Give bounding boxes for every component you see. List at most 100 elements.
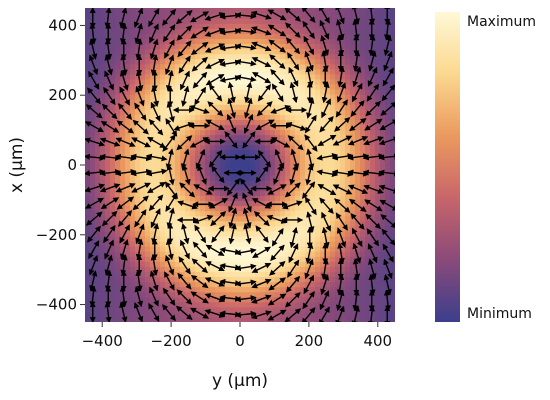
heatmap-cell bbox=[215, 129, 221, 136]
heatmap-cell bbox=[145, 23, 151, 29]
heatmap-cell bbox=[135, 175, 141, 181]
heatmap-cell bbox=[90, 144, 96, 151]
heatmap-cell bbox=[100, 311, 106, 318]
heatmap-cell bbox=[110, 68, 116, 75]
heatmap-cell bbox=[220, 316, 226, 322]
heatmap-cell bbox=[265, 144, 271, 151]
heatmap-cell bbox=[215, 38, 221, 45]
heatmap-cell bbox=[155, 144, 161, 151]
heatmap-cell bbox=[115, 296, 121, 303]
heatmap-cell bbox=[220, 53, 226, 60]
heatmap-cell bbox=[175, 291, 181, 298]
heatmap-cell bbox=[380, 53, 386, 60]
heatmap-cell bbox=[145, 165, 151, 171]
heatmap-cell bbox=[235, 210, 241, 217]
heatmap-cell bbox=[330, 251, 336, 257]
heatmap-cell bbox=[165, 8, 171, 14]
heatmap-cell bbox=[380, 306, 386, 313]
heatmap-cell bbox=[360, 124, 366, 131]
heatmap-cell bbox=[185, 180, 191, 186]
heatmap-cell bbox=[100, 281, 106, 288]
heatmap-cell bbox=[295, 316, 301, 322]
heatmap-cell bbox=[375, 8, 381, 14]
heatmap-cell bbox=[350, 195, 356, 202]
heatmap-cell bbox=[325, 149, 331, 156]
heatmap-cell bbox=[300, 185, 306, 191]
heatmap-cell bbox=[95, 23, 101, 29]
heatmap-cell bbox=[215, 134, 221, 141]
heatmap-cell bbox=[345, 316, 351, 322]
heatmap-cell bbox=[135, 190, 141, 196]
heatmap-cell bbox=[315, 240, 321, 247]
heatmap-cell bbox=[85, 58, 91, 65]
heatmap-cell bbox=[365, 306, 371, 313]
heatmap-cell bbox=[160, 8, 166, 14]
polarization-arrow bbox=[195, 148, 206, 170]
heatmap-cell bbox=[315, 78, 321, 85]
heatmap-cell bbox=[235, 306, 241, 313]
heatmap-cell bbox=[240, 205, 246, 212]
colorbar-max-label: Maximum bbox=[467, 14, 536, 30]
heatmap-cell bbox=[235, 124, 241, 131]
heatmap-cell bbox=[315, 109, 321, 115]
intensity-heatmap bbox=[85, 8, 395, 322]
heatmap-cell bbox=[185, 291, 191, 298]
heatmap-cell bbox=[270, 261, 276, 267]
heatmap-cell bbox=[165, 38, 171, 45]
polarization-arrow bbox=[148, 194, 164, 212]
heatmap-cell bbox=[160, 73, 166, 80]
heatmap-cell bbox=[190, 8, 196, 14]
heatmap-cell bbox=[225, 210, 231, 217]
heatmap-cell bbox=[340, 149, 346, 156]
heatmap-cell bbox=[375, 23, 381, 29]
heatmap-cell bbox=[310, 8, 316, 14]
heatmap-cell bbox=[345, 18, 351, 24]
heatmap-cell bbox=[100, 225, 106, 232]
heatmap-cell bbox=[285, 154, 291, 161]
heatmap-cell bbox=[295, 73, 301, 80]
heatmap-cell bbox=[225, 18, 231, 24]
heatmap-cell bbox=[285, 220, 291, 227]
heatmap-cell bbox=[235, 63, 241, 70]
polarization-arrow bbox=[270, 137, 291, 148]
heatmap-cell bbox=[175, 8, 181, 14]
heatmap-cell bbox=[145, 210, 151, 217]
heatmap-cell bbox=[95, 205, 101, 212]
heatmap-cell bbox=[280, 316, 286, 322]
heatmap-cell bbox=[285, 149, 291, 156]
heatmap-cell bbox=[125, 28, 131, 34]
heatmap-cell bbox=[390, 159, 395, 166]
polarization-arrow bbox=[194, 224, 207, 244]
heatmap-cell bbox=[85, 190, 91, 196]
heatmap-cell bbox=[330, 68, 336, 75]
heatmap-cell bbox=[285, 210, 291, 217]
heatmap-cell bbox=[160, 78, 166, 85]
heatmap-cell bbox=[110, 276, 116, 283]
heatmap-cell bbox=[85, 225, 91, 232]
heatmap-cell bbox=[390, 78, 395, 85]
heatmap-cell bbox=[255, 48, 261, 55]
heatmap-cell bbox=[255, 316, 261, 322]
heatmap-cell bbox=[185, 225, 191, 232]
heatmap-cell bbox=[265, 190, 271, 196]
heatmap-cell bbox=[115, 114, 121, 121]
heatmap-cell bbox=[130, 190, 136, 196]
heatmap-cell bbox=[265, 94, 271, 100]
heatmap-cell bbox=[310, 281, 316, 288]
heatmap-cell bbox=[110, 190, 116, 196]
heatmap-cell bbox=[370, 129, 376, 136]
heatmap-cell bbox=[180, 266, 186, 272]
heatmap-cell bbox=[380, 13, 386, 19]
heatmap-cell bbox=[250, 48, 256, 55]
heatmap-cell bbox=[115, 99, 121, 105]
heatmap-cell bbox=[200, 18, 206, 24]
polarization-arrow bbox=[162, 134, 176, 152]
heatmap-cell bbox=[360, 78, 366, 85]
heatmap-cell bbox=[200, 271, 206, 278]
heatmap-cell bbox=[325, 114, 331, 121]
heatmap-cell bbox=[95, 48, 101, 55]
heatmap-cell bbox=[220, 144, 226, 151]
heatmap-cell bbox=[350, 48, 356, 55]
heatmap-cell bbox=[190, 276, 196, 283]
